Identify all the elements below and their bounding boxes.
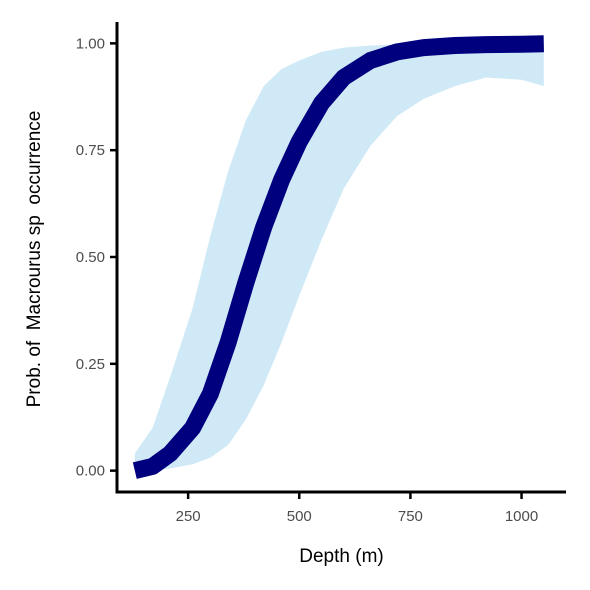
x-axis-title: Depth (m) <box>299 546 383 567</box>
y-tick-label: 0.00 <box>76 463 105 480</box>
y-tick-label: 0.75 <box>76 142 105 159</box>
y-axis-title: Prob. of Macrourus sp occurrence <box>24 111 45 408</box>
x-axis-ticks: 250 500 750 1000 <box>176 492 538 525</box>
confidence-band-layer <box>134 43 544 471</box>
x-tick-label: 500 <box>287 508 312 525</box>
y-tick-label: 1.00 <box>76 35 105 52</box>
line-layer <box>132 35 544 479</box>
x-tick-label: 250 <box>176 508 201 525</box>
x-tick-label: 750 <box>398 508 423 525</box>
x-tick-label: 1000 <box>505 508 538 525</box>
y-axis-ticks: 0.00 0.25 0.50 0.75 1.00 <box>76 35 117 480</box>
y-tick-label: 0.50 <box>76 249 105 266</box>
confidence-band-0 <box>134 43 544 471</box>
probability-line-0 <box>132 35 544 479</box>
y-tick-label: 0.25 <box>76 356 105 373</box>
